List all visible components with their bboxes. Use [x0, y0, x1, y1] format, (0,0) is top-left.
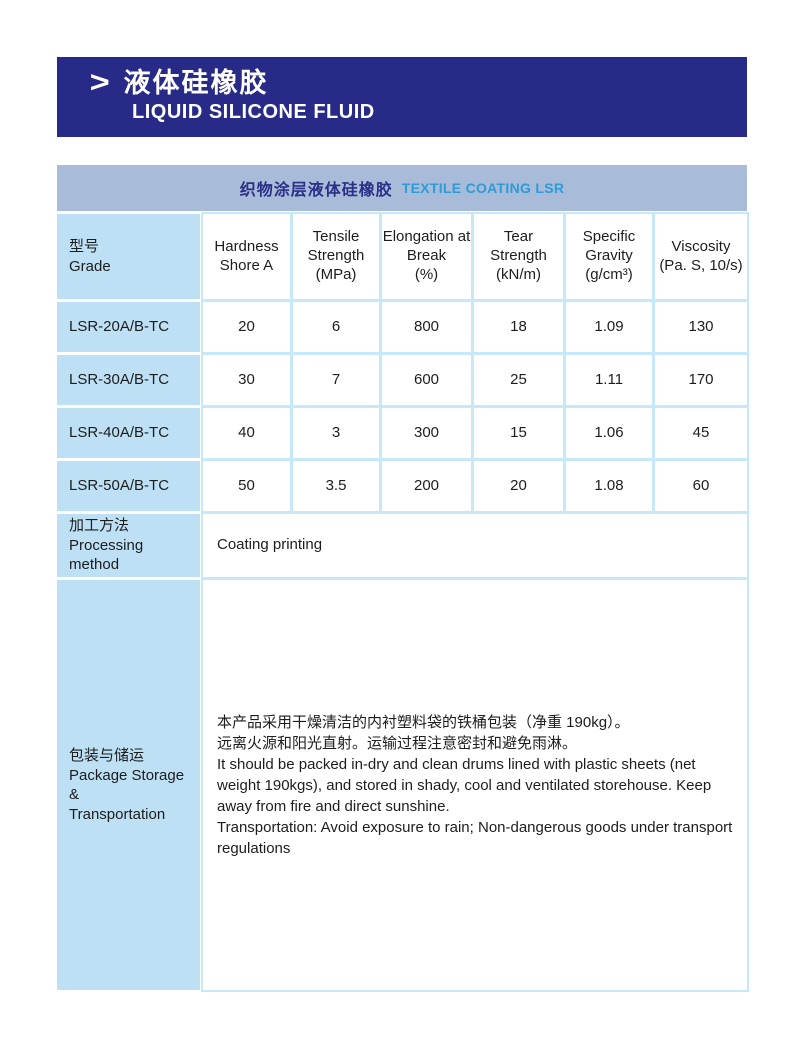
elongation-cell: 600: [380, 353, 473, 407]
grade-cell: LSR-40A/B-TC: [57, 408, 200, 458]
tensile-cell: 6: [291, 300, 381, 354]
gravity-cell: 1.11: [564, 353, 654, 407]
column-header-tear-strength: Tear Strength (kN/m): [472, 212, 565, 301]
viscosity-cell: 45: [653, 406, 749, 460]
hardness-cell: 30: [201, 353, 292, 407]
processing-method-label: 加工方法 Processing method: [57, 514, 200, 577]
tear-cell: 15: [472, 406, 565, 460]
page-header-banner: > 液体硅橡胶 LIQUID SILICONE FLUID: [57, 57, 747, 137]
column-header-elongation: Elongation at Break (%): [380, 212, 473, 301]
grade-cell: LSR-20A/B-TC: [57, 302, 200, 352]
product-spec-table: 织物涂层液体硅橡胶 TEXTILE COATING LSR 型号 Grade H…: [57, 165, 749, 992]
processing-method-value: Coating printing: [201, 512, 749, 579]
tear-cell: 25: [472, 353, 565, 407]
gravity-cell: 1.09: [564, 300, 654, 354]
page-title-zh: 液体硅橡胶: [123, 68, 269, 98]
grade-cell: LSR-50A/B-TC: [57, 461, 200, 511]
elongation-cell: 300: [380, 406, 473, 460]
tear-cell: 20: [472, 459, 565, 513]
page-title-en: LIQUID SILICONE FLUID: [132, 101, 375, 124]
table-caption-zh: 织物涂层液体硅橡胶: [239, 182, 393, 199]
banner-title-row: > 液体硅橡胶: [89, 66, 747, 100]
hardness-cell: 20: [201, 300, 292, 354]
viscosity-cell: 130: [653, 300, 749, 354]
gravity-cell: 1.06: [564, 406, 654, 460]
column-header-specific-gravity: Specific Gravity (g/cm³): [564, 212, 654, 301]
hardness-cell: 40: [201, 406, 292, 460]
gravity-cell: 1.08: [564, 459, 654, 513]
hardness-cell: 50: [201, 459, 292, 513]
table-caption-bar: 织物涂层液体硅橡胶 TEXTILE COATING LSR: [57, 165, 747, 211]
column-header-viscosity: Viscosity (Pa. S, 10/s): [653, 212, 749, 301]
tear-cell: 18: [472, 300, 565, 354]
package-storage-label: 包装与储运 Package Storage & Transportation: [57, 580, 200, 990]
table-caption-en: TEXTILE COATING LSR: [401, 180, 565, 196]
viscosity-cell: 170: [653, 353, 749, 407]
package-storage-text: 本产品采用干燥清洁的内衬塑料袋的铁桶包装（净重 190kg）。 远离火源和阳光直…: [217, 713, 733, 857]
viscosity-cell: 60: [653, 459, 749, 513]
elongation-cell: 200: [380, 459, 473, 513]
tensile-cell: 3: [291, 406, 381, 460]
tensile-cell: 7: [291, 353, 381, 407]
elongation-cell: 800: [380, 300, 473, 354]
column-header-hardness: Hardness Shore A: [201, 212, 292, 301]
grade-cell: LSR-30A/B-TC: [57, 355, 200, 405]
tensile-cell: 3.5: [291, 459, 381, 513]
chevron-right-icon: >: [89, 66, 110, 100]
column-header-grade: 型号 Grade: [57, 214, 200, 299]
package-storage-text-cell: 本产品采用干燥清洁的内衬塑料袋的铁桶包装（净重 190kg）。 远离火源和阳光直…: [201, 578, 749, 992]
column-header-tensile-strength: Tensile Strength (MPa): [291, 212, 381, 301]
